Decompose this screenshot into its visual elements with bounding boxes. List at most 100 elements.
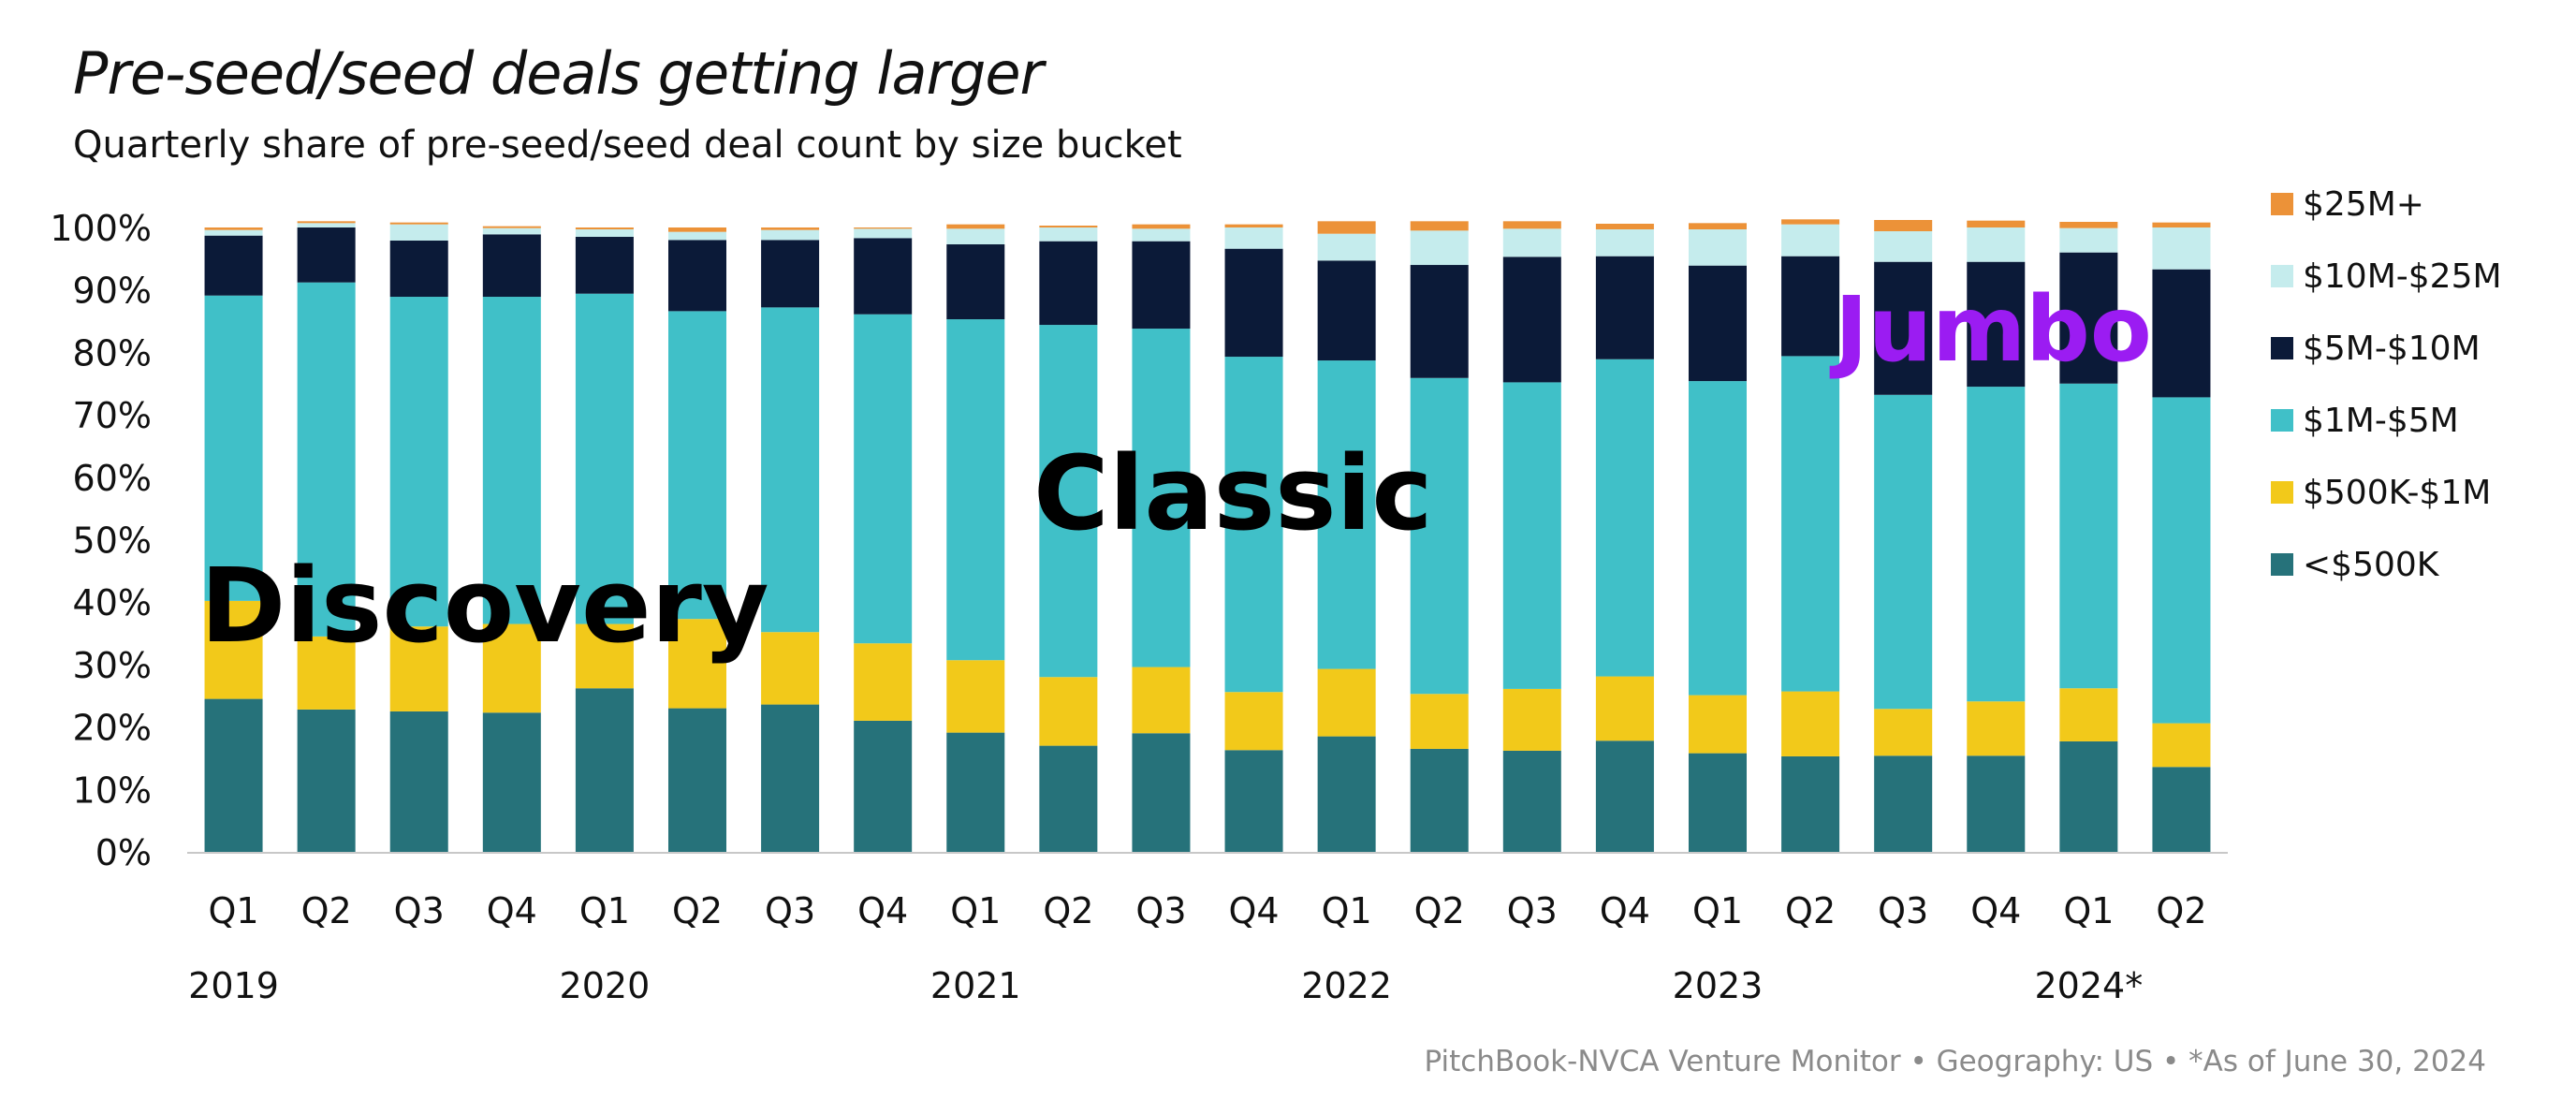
bar-segment--10m-25m bbox=[1039, 227, 1098, 242]
bar-segment--10m-25m bbox=[1224, 227, 1283, 249]
legend-label: $25M+ bbox=[2303, 184, 2424, 224]
y-tick-label: 60% bbox=[73, 458, 152, 499]
bar-segment--5m-10m bbox=[1410, 265, 1469, 378]
x-tick-label: Q3 bbox=[1507, 890, 1558, 931]
bar-segment--25m- bbox=[575, 227, 634, 230]
bar-segment--25m- bbox=[1595, 223, 1654, 230]
bar-segment--1m-5m bbox=[1039, 325, 1098, 678]
year-label: 2024* bbox=[2035, 965, 2144, 1006]
bar-segment--25m- bbox=[1317, 221, 1376, 234]
x-tick-label: Q2 bbox=[1414, 890, 1465, 931]
bar-segment--10m-25m bbox=[389, 224, 448, 242]
bar-segment--500k-1m bbox=[575, 623, 634, 689]
x-tick-label: Q4 bbox=[487, 890, 537, 931]
x-tick-label: Q1 bbox=[1692, 890, 1743, 931]
bar-segment--500k-1m bbox=[1317, 668, 1376, 737]
bar-segment--500k bbox=[1874, 755, 1933, 852]
chart-title: Pre-seed/seed deals getting larger bbox=[73, 39, 1044, 108]
bar-segment--5m-10m bbox=[2059, 252, 2118, 384]
bar-segment--5m-10m bbox=[2152, 269, 2211, 398]
legend-item: <$500K bbox=[2271, 546, 2438, 584]
bar-segment--25m- bbox=[854, 227, 913, 229]
bar-segment--500k bbox=[761, 704, 820, 852]
y-tick-label: 70% bbox=[73, 395, 152, 436]
bar-segment--500k bbox=[389, 711, 448, 852]
bar-segment--25m- bbox=[1689, 223, 1747, 230]
year-label: 2021 bbox=[930, 965, 1021, 1006]
x-tick-label: Q1 bbox=[579, 890, 630, 931]
bar-segment--500k-1m bbox=[946, 660, 1005, 733]
y-tick-label: 50% bbox=[73, 520, 152, 562]
y-tick-label: 90% bbox=[73, 271, 152, 312]
bar-segment--1m-5m bbox=[2059, 383, 2118, 689]
x-tick-label: Q2 bbox=[1785, 890, 1836, 931]
y-tick-label: 20% bbox=[73, 708, 152, 749]
bar-segment--500k-1m bbox=[2059, 688, 2118, 741]
bar-segment--1m-5m bbox=[1410, 377, 1469, 695]
bar-segment--1m-5m bbox=[668, 311, 726, 620]
bar-segment--500k bbox=[946, 732, 1005, 852]
bar-segment--10m-25m bbox=[482, 227, 541, 235]
bar-segment--500k-1m bbox=[2152, 723, 2211, 768]
x-tick-label: Q4 bbox=[857, 890, 908, 931]
x-tick-label: Q3 bbox=[394, 890, 445, 931]
bar-segment--500k-1m bbox=[204, 600, 263, 699]
bar-segment--5m-10m bbox=[761, 240, 820, 308]
bar-segment--10m-25m bbox=[1781, 224, 1840, 257]
legend-item: $1M-$5M bbox=[2271, 402, 2459, 440]
bar-segment--25m- bbox=[389, 222, 448, 225]
bar-segment--25m- bbox=[1039, 225, 1098, 227]
bar-segment--25m- bbox=[204, 227, 263, 230]
bar-segment--10m-25m bbox=[1317, 233, 1376, 261]
bar-segment--5m-10m bbox=[1039, 241, 1098, 326]
year-label: 2019 bbox=[188, 965, 279, 1006]
bar-segment--10m-25m bbox=[761, 229, 820, 241]
bar-segment--500k-1m bbox=[297, 636, 356, 710]
bar-segment--500k-1m bbox=[1502, 688, 1561, 751]
bar-segment--25m- bbox=[1410, 221, 1469, 231]
bar-segment--500k-1m bbox=[1039, 677, 1098, 746]
bar-segment--500k bbox=[1781, 755, 1840, 852]
year-label: 2023 bbox=[1673, 965, 1764, 1006]
bar-segment--500k-1m bbox=[1224, 692, 1283, 751]
bar-segment--1m-5m bbox=[204, 295, 263, 601]
year-label: 2022 bbox=[1301, 965, 1392, 1006]
y-tick-label: 40% bbox=[73, 582, 152, 623]
legend-item: $25M+ bbox=[2271, 184, 2424, 224]
bar-segment--500k bbox=[2152, 767, 2211, 852]
bar-segment--5m-10m bbox=[1874, 261, 1933, 395]
y-tick-label: 0% bbox=[95, 832, 152, 873]
x-tick-label: Q2 bbox=[2156, 890, 2206, 931]
bar-segment--5m-10m bbox=[389, 241, 448, 298]
x-tick-label: Q1 bbox=[2063, 890, 2114, 931]
bar-segment--5m-10m bbox=[1781, 256, 1840, 357]
bar-segment--10m-25m bbox=[1410, 230, 1469, 266]
bar-segment--1m-5m bbox=[389, 297, 448, 627]
bar-segment--500k bbox=[1410, 748, 1469, 852]
bar-segment--25m- bbox=[1132, 224, 1191, 229]
bar-segment--500k bbox=[668, 708, 726, 852]
overlay-label-discovery: Discovery bbox=[200, 546, 769, 666]
bar-segment--5m-10m bbox=[1689, 265, 1747, 382]
x-tick-label: Q2 bbox=[301, 890, 352, 931]
bar-segment--1m-5m bbox=[482, 297, 541, 624]
bar-segment--25m- bbox=[761, 227, 820, 230]
bar-segment--1m-5m bbox=[1595, 359, 1654, 677]
x-tick-label: Q2 bbox=[1043, 890, 1093, 931]
x-tick-label: Q1 bbox=[1322, 890, 1372, 931]
bar-segment--500k-1m bbox=[389, 626, 448, 711]
bar-segment--500k bbox=[1039, 745, 1098, 852]
bar-segment--10m-25m bbox=[1132, 228, 1191, 242]
bar-segment--1m-5m bbox=[1132, 329, 1191, 667]
bar-segment--1m-5m bbox=[1967, 387, 2026, 702]
legend-item: $5M-$10M bbox=[2271, 330, 2481, 368]
bar-segment--500k bbox=[1502, 750, 1561, 852]
bar-segment--5m-10m bbox=[1224, 248, 1283, 358]
x-tick-label: Q4 bbox=[1970, 890, 2021, 931]
x-tick-label: Q3 bbox=[1135, 890, 1186, 931]
bar-segment--1m-5m bbox=[1874, 394, 1933, 710]
bar-segment--10m-25m bbox=[854, 228, 913, 239]
bar-segment--10m-25m bbox=[204, 229, 263, 236]
bar-segment--1m-5m bbox=[946, 319, 1005, 661]
